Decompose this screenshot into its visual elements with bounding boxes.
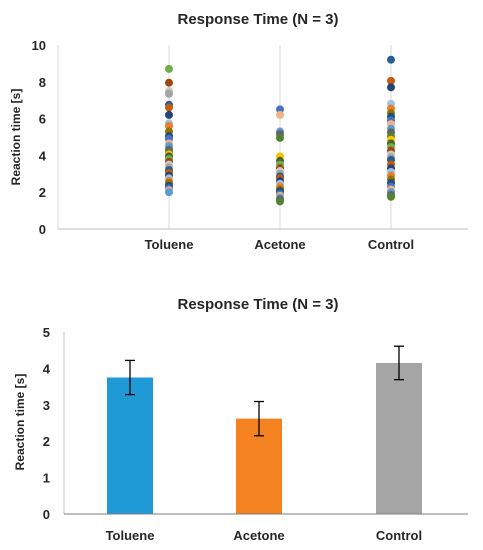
scatter-point: [276, 133, 284, 142]
bar-y-tick-label: 3: [43, 398, 50, 413]
scatter-x-tick-label: Toluene: [145, 237, 194, 252]
scatter-y-tick-label: 2: [39, 185, 46, 200]
bar-chart: Response Time (N = 3) Reaction time [s] …: [13, 296, 468, 543]
bar-y-tick-label: 5: [43, 325, 50, 340]
bar-y-tick-label: 0: [43, 507, 50, 522]
scatter-y-tick-label: 0: [39, 222, 46, 237]
scatter-y-tick-label: 8: [39, 75, 46, 90]
bar-x-tick-label: Toluene: [106, 528, 155, 543]
error-bar-control: [394, 345, 404, 381]
scatter-y-tick-label: 4: [39, 148, 47, 163]
scatter-chart-title: Response Time (N = 3): [177, 11, 338, 28]
scatter-y-axis-label: Reaction time [s]: [9, 89, 23, 186]
scatter-gridlines: [57, 45, 468, 230]
scatter-point: [165, 121, 173, 130]
bar-chart-title: Response Time (N = 3): [177, 296, 338, 313]
error-bar-acetone: [254, 400, 264, 437]
bar-x-tick-labels: Toluene Acetone Control: [106, 528, 423, 543]
bar-x-tick-label: Acetone: [233, 528, 284, 543]
scatter-y-tick-label: 6: [39, 112, 46, 127]
scatter-point: [165, 78, 173, 87]
scatter-point: [276, 197, 284, 206]
bar-y-axis-label: Reaction time [s]: [13, 374, 27, 471]
scatter-point: [276, 105, 284, 114]
scatter-point: [165, 103, 173, 112]
scatter-point: [387, 192, 395, 201]
scatter-x-tick-label: Control: [368, 237, 414, 252]
scatter-point: [387, 55, 395, 64]
scatter-point: [165, 110, 173, 119]
scatter-point: [387, 83, 395, 92]
bar-y-tick-labels: 0 1 2 3 4 5: [43, 325, 51, 522]
error-bar-toluene: [125, 359, 135, 396]
scatter-chart: Response Time (N = 3) Reaction time [s] …: [9, 11, 468, 252]
bar-control: [376, 362, 422, 514]
bar-y-tick-label: 1: [43, 471, 50, 486]
bar-toluene: [107, 377, 153, 514]
scatter-point: [276, 110, 284, 119]
bar-y-tick-label: 2: [43, 434, 50, 449]
bar-bars: [63, 332, 468, 515]
scatter-point: [165, 89, 173, 98]
bar-x-tick-label: Control: [376, 528, 422, 543]
bar-error-bars: [125, 345, 404, 437]
scatter-x-tick-label: Acetone: [254, 237, 305, 252]
scatter-point: [165, 64, 173, 73]
bar-y-tick-label: 4: [43, 361, 51, 376]
scatter-point: [387, 76, 395, 85]
scatter-y-tick-labels: 0 2 4 6 8 10: [32, 38, 47, 237]
scatter-point: [165, 188, 173, 197]
scatter-x-tick-labels: Toluene Acetone Control: [145, 237, 415, 252]
scatter-y-tick-label: 10: [32, 38, 46, 53]
scatter-points: [165, 55, 395, 206]
